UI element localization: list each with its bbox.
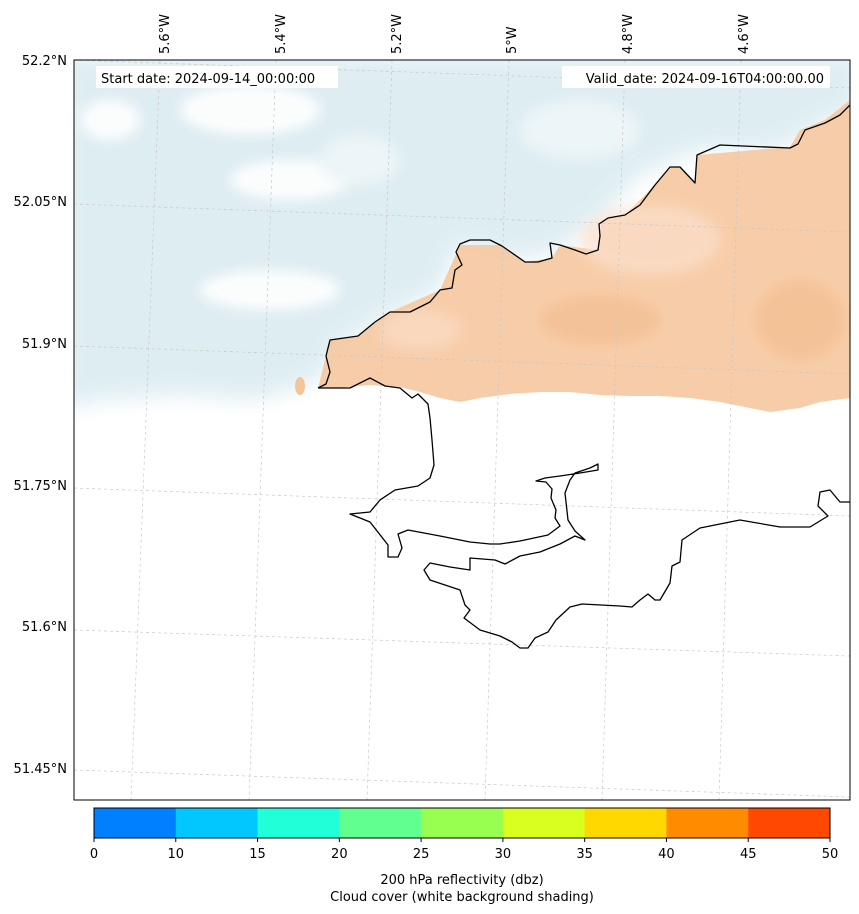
lon-label-4-8w: 4.8°W (621, 14, 636, 54)
colorbar-frame (93, 807, 831, 839)
colorbar-tick-label: 45 (740, 847, 757, 862)
start-date-label: Start date: 2024-09-14_00:00:00 (101, 72, 315, 87)
colorbar-swatch (175, 808, 259, 838)
colorbar-swatch (257, 808, 340, 838)
reflectivity-shading (295, 100, 850, 412)
colorbar-tick-label: 10 (168, 847, 185, 862)
colorbar-tick-label: 0 (90, 847, 98, 862)
colorbar-tick-label: 20 (331, 847, 348, 862)
colorbar-ticks: 0 10 15 20 25 30 35 40 45 50 (90, 838, 838, 862)
lon-label-5w: 5°W (505, 26, 520, 54)
colorbar-label-line1: 200 hPa reflectivity (dbz) (380, 873, 543, 888)
lon-label-5-4w: 5.4°W (274, 14, 289, 54)
colorbar-swatch (421, 808, 504, 838)
lat-label-52-05n: 52.05°N (14, 195, 67, 210)
valid-date-label: Valid_date: 2024-09-16T04:00:00.00 (586, 72, 824, 87)
cloud-cover-highlights (80, 85, 640, 310)
colorbar-label-line2: Cloud cover (white background shading) (330, 890, 594, 905)
start-date-box (96, 66, 338, 88)
lat-label-51-45n: 51.45°N (14, 762, 67, 777)
colorbar-tick-label: 40 (658, 847, 675, 862)
colorbar-swatch (748, 808, 831, 838)
lon-label-4-6w: 4.6°W (737, 14, 752, 54)
colorbar-tick-label: 35 (576, 847, 593, 862)
longitude-labels: 5.6°W 5.4°W 5.2°W 5°W 4.8°W 4.6°W (158, 14, 752, 54)
latitude-labels: 52.2°N 52.05°N 51.9°N 51.75°N 51.6°N 51.… (14, 54, 67, 777)
lon-label-5-2w: 5.2°W (390, 14, 405, 54)
colorbar-tick-label: 15 (249, 847, 266, 862)
coastline (317, 104, 850, 649)
colorbar-swatch (502, 808, 586, 838)
colorbar-tick-label: 50 (822, 847, 839, 862)
map-frame (73, 59, 851, 801)
colorbar-tick-label: 25 (413, 847, 430, 862)
colorbar-swatch (94, 808, 177, 838)
lat-label-52-2n: 52.2°N (22, 54, 67, 69)
lat-label-51-6n: 51.6°N (22, 620, 67, 635)
colorbar-swatch (584, 808, 667, 838)
colorbar-swatch (666, 808, 749, 838)
colorbar-swatches (94, 808, 831, 838)
colorbar: 0 10 15 20 25 30 35 40 45 50 200 hPa reflectivity… (90, 807, 838, 905)
lat-label-51-9n: 51.9°N (22, 337, 67, 352)
cloud-cover-shading (74, 60, 850, 407)
colorbar-tick-label: 30 (495, 847, 512, 862)
lon-label-5-6w: 5.6°W (158, 14, 173, 54)
map-plot-area (74, 60, 850, 800)
colorbar-swatch (339, 808, 422, 838)
valid-date-box (562, 66, 830, 88)
lat-label-51-75n: 51.75°N (14, 479, 67, 494)
